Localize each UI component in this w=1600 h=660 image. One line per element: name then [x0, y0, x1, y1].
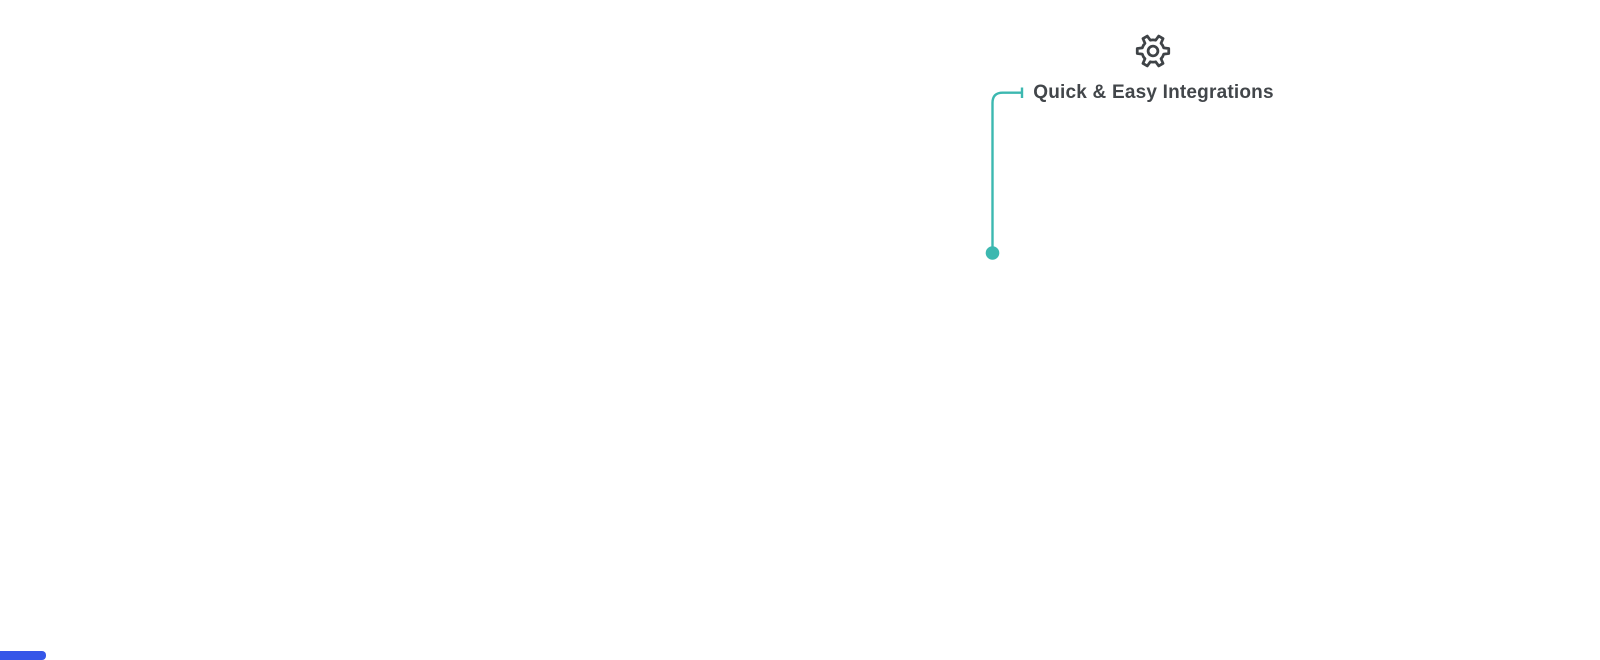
gear-icon [1135, 34, 1171, 68]
feature-title: Quick & Easy Integrations [1033, 82, 1274, 103]
connector [984, 84, 1030, 262]
gear-icon-outline [1135, 34, 1171, 68]
bottom-accent-bar [0, 651, 46, 660]
connector-line [991, 91, 1022, 254]
gear-icon-hub [1146, 44, 1160, 58]
timeline-dot [985, 246, 1000, 260]
